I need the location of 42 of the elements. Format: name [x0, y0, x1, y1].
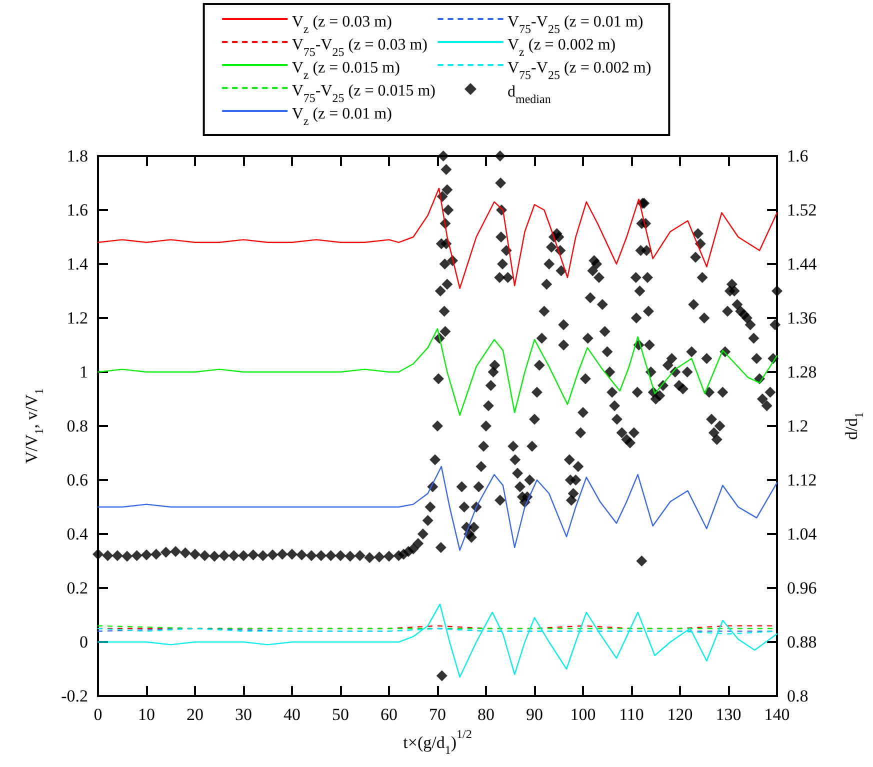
y2-tick-label: 1.36	[787, 308, 817, 328]
y2-tick-label: 1.28	[787, 362, 817, 382]
y-tick-label: -0.2	[61, 686, 88, 706]
x-tick-label: 140	[764, 705, 790, 724]
y-tick-label: 0.4	[66, 524, 88, 544]
y-tick-label: 1.2	[66, 308, 88, 328]
y-axis-title: V/V1, v/V1	[22, 388, 46, 464]
x-tick-label: 90	[526, 705, 543, 724]
x-tick-label: 50	[332, 705, 349, 724]
y-tick-label: 1	[80, 362, 88, 382]
y-tick-label: 1.6	[66, 200, 88, 220]
x-tick-label: 40	[284, 705, 300, 724]
x-tick-label: 120	[667, 705, 693, 724]
x-tick-label: 20	[186, 705, 204, 724]
x-tick-label: 10	[138, 705, 155, 724]
line-series	[97, 604, 778, 678]
y2-tick-label: 1.2	[787, 416, 808, 436]
y-tick-label: 0	[80, 632, 88, 652]
line-series	[97, 188, 778, 289]
y2-tick-label: 1.52	[787, 200, 817, 220]
x-tick-label: 30	[235, 705, 252, 724]
y2-tick-label: 1.04	[787, 524, 818, 544]
y-tick-label: 0.2	[66, 578, 88, 598]
x-tick-label: 70	[429, 705, 446, 724]
x-tick-label: 130	[716, 705, 742, 724]
y-tick-label: 0.6	[66, 470, 88, 490]
y-tick-label: 1.4	[66, 254, 88, 274]
y2-tick-label: 0.88	[787, 632, 817, 652]
y2-axis-title: d/d1	[842, 412, 866, 440]
x-tick-label: 110	[619, 705, 644, 724]
x-tick-label: 60	[380, 705, 398, 724]
y-tick-label: 1.8	[66, 146, 88, 166]
y2-tick-label: 0.96	[787, 578, 817, 598]
x-tick-label: 0	[94, 705, 102, 724]
x-tick-label: 100	[570, 705, 596, 724]
line-series	[97, 328, 778, 416]
y2-tick-label: 1.6	[787, 146, 808, 166]
y2-tick-label: 0.8	[787, 686, 808, 706]
y2-tick-label: 1.44	[787, 254, 818, 274]
x-tick-label: 80	[478, 705, 494, 724]
y-tick-label: 0.8	[66, 416, 88, 436]
y2-tick-label: 1.12	[787, 470, 817, 490]
